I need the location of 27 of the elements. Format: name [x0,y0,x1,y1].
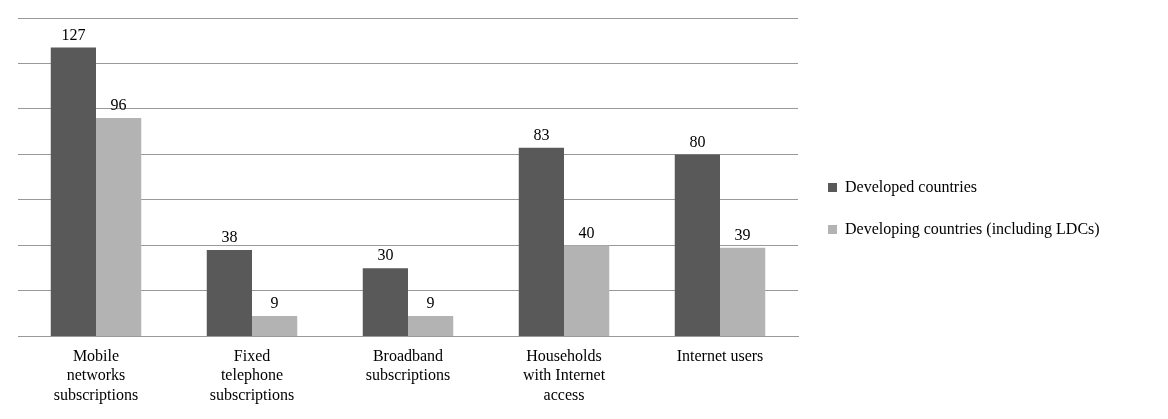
data-label: 40 [578,223,595,241]
data-label: 30 [377,246,394,264]
data-label: 39 [734,225,751,243]
bar [408,315,454,336]
bar [206,249,252,336]
data-label: 96 [110,96,127,114]
data-label: 80 [689,132,706,150]
x-tick-label: Internet users [676,347,764,365]
x-tick-label: Fixed telephone subscriptions [209,347,295,404]
bar [674,154,720,336]
bar [252,315,298,336]
bar [720,247,766,336]
bar [564,245,610,336]
bar [362,268,408,336]
x-tick-label: Households with Internet access [522,347,606,403]
x-tick-label: Broadband subscriptions [365,347,451,385]
legend-label: Developing countries (including LDCs) [845,220,1100,238]
legend-label: Developed countries [845,178,977,196]
bar [518,147,564,336]
data-label: 83 [533,125,550,143]
data-label: 9 [270,294,279,312]
data-label: 9 [426,294,435,312]
bar [96,118,142,336]
data-label: 127 [61,25,86,43]
x-tick-label: Mobile networks subscriptions [53,347,139,404]
bar [50,47,96,336]
data-label: 38 [221,228,238,246]
